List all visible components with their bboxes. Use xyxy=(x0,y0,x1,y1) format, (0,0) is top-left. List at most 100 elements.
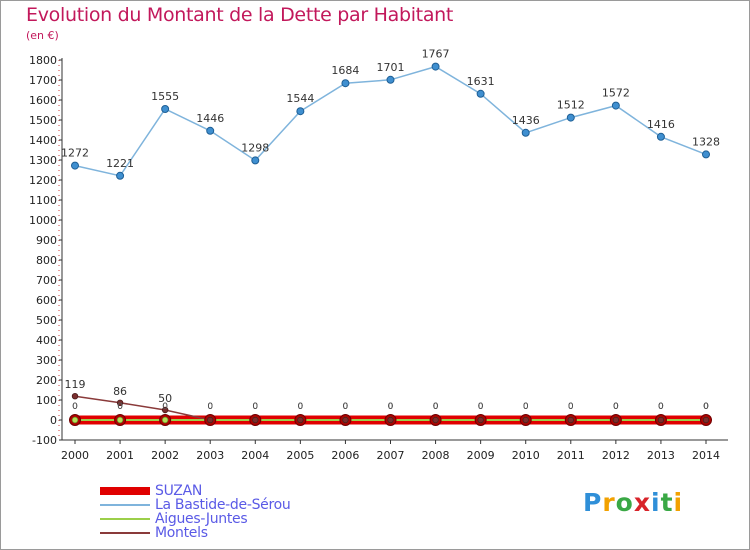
data-label-zero: 0 xyxy=(207,402,213,412)
legend-label-la-bastide-de-serou: La Bastide-de-Sérou xyxy=(155,497,291,513)
legend-label-aigues-juntes: Aigues-Juntes xyxy=(155,511,248,527)
data-label-zero: 0 xyxy=(72,402,78,412)
data-point-montels xyxy=(387,416,394,424)
data-label-zero: 0 xyxy=(523,402,529,412)
legend-swatch-suzan xyxy=(100,487,150,495)
legend-item-aigues-juntes: Aigues-Juntes xyxy=(100,511,400,527)
data-point-montels xyxy=(71,393,79,400)
data-point-la-bastide-de-serou xyxy=(116,171,125,180)
data-point-la-bastide-de-serou xyxy=(431,62,440,71)
data-point-la-bastide-de-serou xyxy=(386,75,395,84)
data-label-zero: 0 xyxy=(388,402,394,412)
data-point-la-bastide-de-serou xyxy=(71,161,79,170)
legend-swatch-aigues-juntes xyxy=(100,518,150,520)
chart-legend: SUZAN La Bastide-de-Sérou Aigues-Juntes … xyxy=(100,483,400,541)
data-label-zero: 0 xyxy=(568,402,574,412)
data-label-la-bastide-de-serou: 1416 xyxy=(647,118,675,131)
data-point-la-bastide-de-serou xyxy=(566,113,575,122)
legend-swatch-la-bastide-de-serou xyxy=(100,504,150,506)
legend-item-montels: Montels xyxy=(100,525,400,541)
data-point-la-bastide-de-serou xyxy=(251,156,260,165)
data-point-montels xyxy=(116,399,124,406)
logo-letter: o xyxy=(615,488,634,517)
legend-label-montels: Montels xyxy=(155,525,208,541)
x-tick-label: 2005 xyxy=(286,449,314,462)
data-label-zero: 0 xyxy=(388,402,394,412)
data-point-aigues-juntes xyxy=(71,416,79,424)
chart-unit-label: (en €) xyxy=(26,29,59,42)
y-tick-label: 500 xyxy=(36,314,57,327)
data-label-montels: 86 xyxy=(113,385,127,398)
data-label-zero: 0 xyxy=(658,402,664,412)
data-label-la-bastide-de-serou: 1446 xyxy=(196,112,224,125)
data-label-zero: 0 xyxy=(297,402,303,412)
y-tick-label: 1400 xyxy=(29,134,57,147)
data-label-la-bastide-de-serou: 1544 xyxy=(286,92,314,105)
data-label-zero: 0 xyxy=(343,402,349,412)
x-tick-label: 2012 xyxy=(602,449,630,462)
logo-letter: P xyxy=(583,488,603,517)
data-label-zero: 0 xyxy=(433,402,439,412)
x-tick-label: 2003 xyxy=(196,449,224,462)
data-point-montels xyxy=(657,416,665,424)
data-label-la-bastide-de-serou: 1436 xyxy=(512,114,540,127)
data-label-montels: 50 xyxy=(158,392,172,405)
y-tick-label: 800 xyxy=(36,254,57,267)
legend-swatch-montels xyxy=(100,532,150,534)
data-point-montels xyxy=(522,416,529,424)
data-label-la-bastide-de-serou: 1555 xyxy=(151,90,179,103)
data-point-montels xyxy=(702,416,710,424)
data-label-la-bastide-de-serou: 1512 xyxy=(557,99,585,112)
logo-letter: x xyxy=(633,488,651,517)
legend-item-suzan: SUZAN xyxy=(100,483,400,499)
data-label-zero: 0 xyxy=(478,402,484,412)
data-label-zero: 0 xyxy=(478,402,484,412)
data-label-zero: 0 xyxy=(117,402,123,412)
data-point-montels xyxy=(297,416,304,424)
x-tick-label: 2013 xyxy=(647,449,675,462)
data-label-zero: 0 xyxy=(523,402,529,412)
data-label-la-bastide-de-serou: 1272 xyxy=(61,147,89,160)
x-tick-label: 2008 xyxy=(422,449,450,462)
data-point-montels xyxy=(252,416,259,424)
data-point-montels xyxy=(612,416,620,424)
data-label-zero: 0 xyxy=(703,402,709,412)
logo-letter: t xyxy=(660,488,674,517)
y-tick-label: 1100 xyxy=(29,194,57,207)
data-label-zero: 0 xyxy=(207,402,213,412)
x-tick-label: 2000 xyxy=(61,449,89,462)
data-label-zero: 0 xyxy=(162,402,168,412)
data-label-zero: 0 xyxy=(613,402,619,412)
chart-title: Evolution du Montant de la Dette par Hab… xyxy=(26,4,454,26)
y-tick-label: 1500 xyxy=(29,114,57,127)
data-label-la-bastide-de-serou: 1767 xyxy=(422,48,450,61)
y-tick-label: 1700 xyxy=(29,74,57,87)
y-tick-label: -100 xyxy=(32,434,57,447)
y-tick-label: 300 xyxy=(36,354,57,367)
y-tick-label: 1600 xyxy=(29,94,57,107)
logo-letter: i xyxy=(673,488,684,517)
y-tick-label: 1800 xyxy=(29,54,57,67)
data-label-zero: 0 xyxy=(523,402,529,412)
data-label-zero: 0 xyxy=(207,402,213,412)
x-tick-label: 2001 xyxy=(106,449,134,462)
y-tick-label: 400 xyxy=(36,334,57,347)
data-label-zero: 0 xyxy=(72,402,78,412)
proxiti-logo: Proxiti xyxy=(583,488,683,517)
data-point-aigues-juntes xyxy=(116,416,124,424)
data-point-montels xyxy=(342,416,349,424)
y-tick-label: 900 xyxy=(36,234,57,247)
x-tick-label: 2002 xyxy=(151,449,179,462)
data-point-la-bastide-de-serou xyxy=(296,107,305,116)
x-tick-label: 2004 xyxy=(241,449,269,462)
legend-item-la-bastide-de-serou: La Bastide-de-Sérou xyxy=(100,497,400,513)
data-label-zero: 0 xyxy=(252,402,258,412)
data-label-zero: 0 xyxy=(478,402,484,412)
data-label-zero: 0 xyxy=(252,402,258,412)
data-label-zero: 0 xyxy=(297,402,303,412)
data-label-la-bastide-de-serou: 1631 xyxy=(467,75,495,88)
data-label-zero: 0 xyxy=(433,402,439,412)
data-point-la-bastide-de-serou xyxy=(476,89,485,98)
